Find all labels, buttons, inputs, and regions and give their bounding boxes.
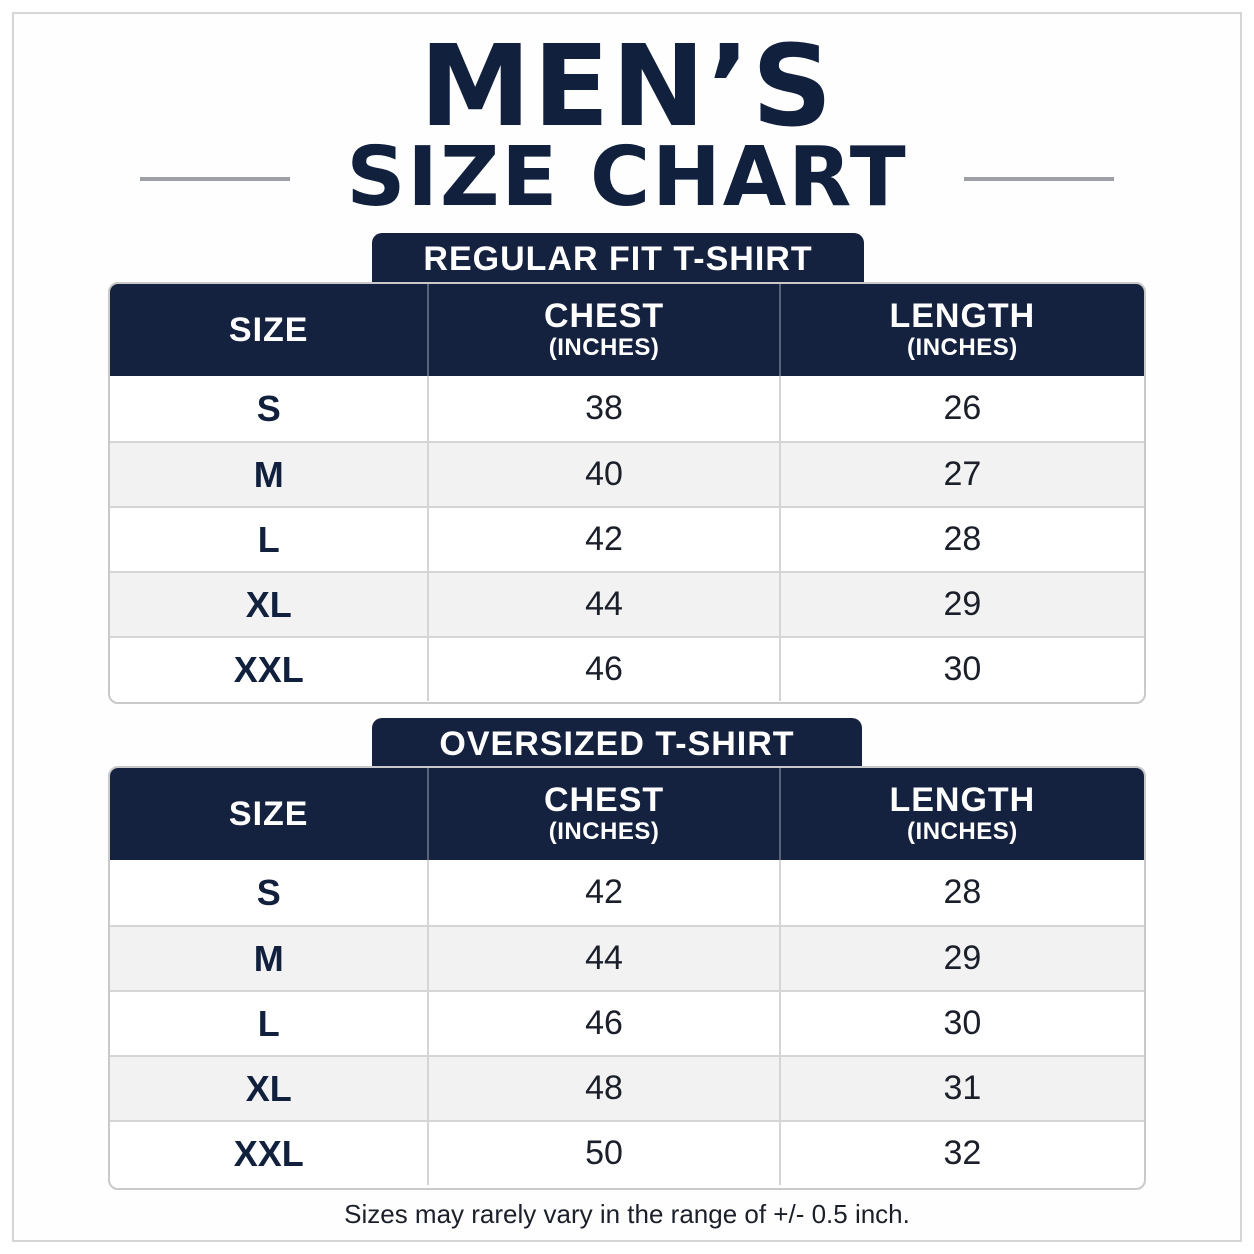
- chest-cell: 42: [427, 508, 778, 571]
- chest-cell: 38: [427, 376, 778, 441]
- chest-header-label: CHEST: [543, 781, 665, 819]
- length-cell: 32: [778, 1122, 1144, 1185]
- chest-cell: 46: [427, 992, 778, 1055]
- size-cell: L: [257, 1002, 280, 1044]
- table-row: L 46 30: [110, 990, 1144, 1055]
- table-body: S 38 26 M 40 27 L 42 28 XL 44 29 XXL 46 …: [110, 376, 1144, 701]
- length-cell: 28: [778, 508, 1144, 571]
- length-header: LENGTH (INCHES): [778, 768, 1144, 860]
- length-cell: 27: [778, 443, 1144, 506]
- oversized-table: SIZE CHEST (INCHES) LENGTH (INCHES) S 42…: [108, 766, 1146, 1190]
- length-header: LENGTH (INCHES): [778, 284, 1144, 376]
- size-cell: S: [256, 387, 281, 429]
- table-body: S 42 28 M 44 29 L 46 30 XL 48 31 XXL 50 …: [110, 860, 1144, 1185]
- chest-unit-label: (INCHES): [548, 818, 660, 845]
- length-cell: 31: [778, 1057, 1144, 1120]
- regular-fit-table: SIZE CHEST (INCHES) LENGTH (INCHES) S 38…: [108, 282, 1146, 704]
- table-row: M 44 29: [110, 925, 1144, 990]
- table-row: XXL 50 32: [110, 1120, 1144, 1185]
- size-cell: S: [256, 871, 281, 913]
- size-cell: XXL: [233, 1132, 304, 1174]
- length-cell: 30: [778, 992, 1144, 1055]
- size-header: SIZE: [110, 284, 427, 376]
- table-row: M 40 27: [110, 441, 1144, 506]
- table-header: SIZE CHEST (INCHES) LENGTH (INCHES): [110, 768, 1144, 860]
- chest-cell: 50: [427, 1122, 778, 1185]
- table-row: L 42 28: [110, 506, 1144, 571]
- length-cell: 26: [778, 376, 1144, 441]
- table-row: S 42 28: [110, 860, 1144, 925]
- length-header-label: LENGTH: [889, 781, 1036, 819]
- length-header-label: LENGTH: [889, 297, 1036, 335]
- title-rule-left: [140, 177, 290, 181]
- chest-cell: 46: [427, 638, 778, 701]
- length-cell: 28: [778, 860, 1144, 925]
- size-header: SIZE: [110, 768, 427, 860]
- size-header-label: SIZE: [228, 311, 309, 349]
- length-cell: 29: [778, 927, 1144, 990]
- chest-cell: 40: [427, 443, 778, 506]
- page-title: MEN’S: [419, 22, 835, 152]
- table-header: SIZE CHEST (INCHES) LENGTH (INCHES): [110, 284, 1144, 376]
- chest-cell: 48: [427, 1057, 778, 1120]
- size-cell: L: [257, 518, 280, 560]
- table-row: XL 44 29: [110, 571, 1144, 636]
- size-cell: XL: [245, 1067, 292, 1109]
- size-cell: XL: [245, 583, 292, 625]
- chest-header-label: CHEST: [543, 297, 665, 335]
- size-cell: XXL: [233, 648, 304, 690]
- length-cell: 29: [778, 573, 1144, 636]
- chest-cell: 44: [427, 573, 778, 636]
- table-row: XL 48 31: [110, 1055, 1144, 1120]
- size-cell: M: [253, 937, 284, 979]
- chest-cell: 42: [427, 860, 778, 925]
- size-cell: M: [253, 453, 284, 495]
- size-header-label: SIZE: [228, 795, 309, 833]
- title-rule-right: [964, 177, 1114, 181]
- chest-unit-label: (INCHES): [548, 334, 660, 361]
- length-cell: 30: [778, 638, 1144, 701]
- footnote: Sizes may rarely vary in the range of +/…: [344, 1199, 910, 1229]
- length-unit-label: (INCHES): [907, 334, 1018, 361]
- regular-fit-tab: REGULAR FIT T-SHIRT: [372, 233, 864, 291]
- chest-header: CHEST (INCHES): [427, 768, 778, 860]
- table-row: S 38 26: [110, 376, 1144, 441]
- chest-cell: 44: [427, 927, 778, 990]
- page-subtitle: SIZE CHART: [346, 130, 908, 225]
- chest-header: CHEST (INCHES): [427, 284, 778, 376]
- table-row: XXL 46 30: [110, 636, 1144, 701]
- length-unit-label: (INCHES): [907, 818, 1018, 845]
